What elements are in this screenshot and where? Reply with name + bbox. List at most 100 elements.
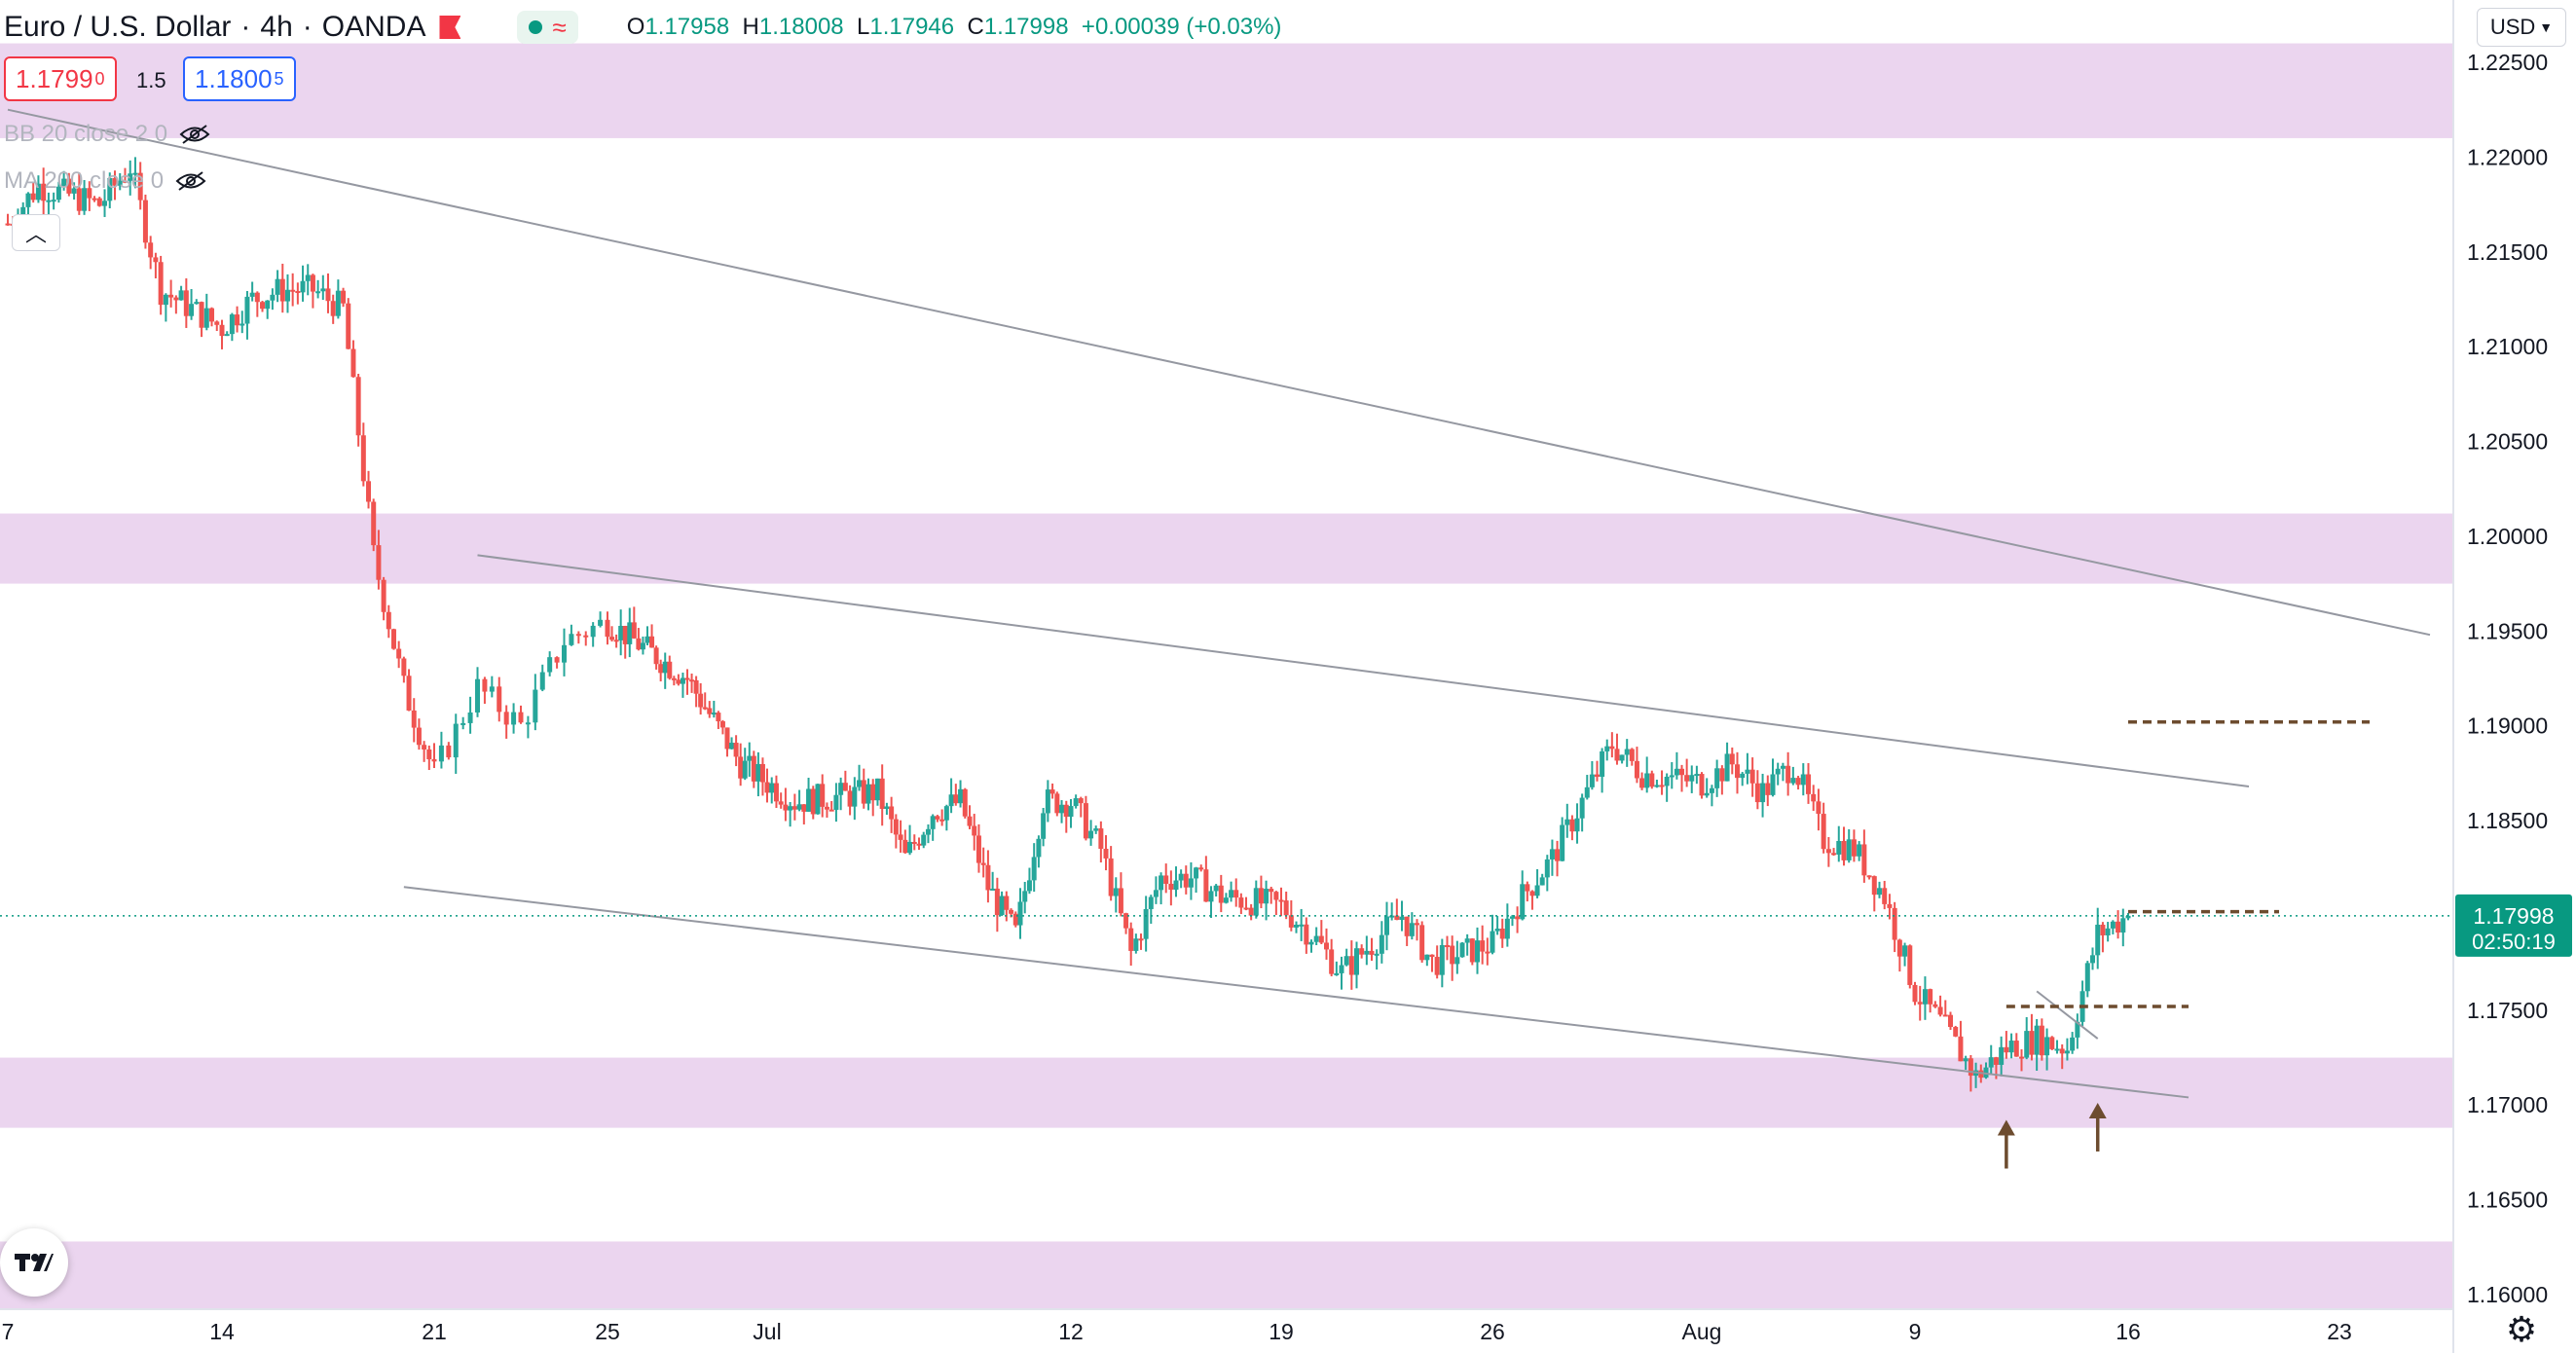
candle-body <box>1198 867 1204 870</box>
symbol-title[interactable]: Euro / U.S. Dollar <box>4 11 232 43</box>
candle-body <box>1334 972 1340 975</box>
y-tick-label: 1.19500 <box>2467 618 2548 643</box>
candle-body <box>66 178 72 194</box>
indicator-ma[interactable]: MA 200 close 0 <box>4 164 206 199</box>
candle-body <box>2064 1050 2070 1054</box>
candle-body <box>1049 789 1055 794</box>
candle-body <box>153 257 159 263</box>
candle-body <box>778 801 784 805</box>
candle-body <box>1912 984 1918 1003</box>
candle-body <box>702 707 708 710</box>
candle-body <box>438 745 444 762</box>
candle-body <box>1604 746 1610 751</box>
eye-hidden-icon[interactable] <box>175 170 206 192</box>
up-arrow-icon <box>1997 1119 2015 1169</box>
candle-body <box>224 334 230 337</box>
candle-body <box>1539 877 1545 886</box>
candle-body <box>1093 828 1099 831</box>
candle-body <box>838 783 844 795</box>
sell-price-button[interactable]: 1.1799 0 <box>4 56 117 101</box>
candle-body <box>1937 1006 1943 1015</box>
candle-body <box>1882 888 1888 904</box>
candle-body <box>569 634 574 645</box>
candle-body <box>1740 773 1746 779</box>
candle-body <box>729 743 735 750</box>
candle-body <box>335 290 341 316</box>
collapse-legend-button[interactable]: ︿ <box>12 214 60 251</box>
candle-body <box>2024 1031 2030 1058</box>
candle-body <box>1629 749 1635 761</box>
candle-body <box>315 291 321 294</box>
support-resistance-zone <box>0 43 2453 138</box>
candle-body <box>994 888 1000 916</box>
candle-body <box>431 759 437 762</box>
trendline <box>477 554 2250 788</box>
settings-gear-icon[interactable]: ⚙ <box>2505 1309 2538 1349</box>
candle-body <box>1464 938 1470 943</box>
candle-body <box>783 804 789 811</box>
y-tick-label: 1.17500 <box>2467 998 2548 1023</box>
candle-body <box>759 763 765 783</box>
candle-body <box>962 788 968 817</box>
bar-countdown-label: 02:50:19 <box>2472 930 2556 954</box>
candle-body <box>1218 885 1224 903</box>
candle-body <box>1689 775 1695 782</box>
candle-body <box>229 314 235 335</box>
candle-body <box>1709 787 1714 793</box>
candle-body <box>1354 948 1359 975</box>
candle-body <box>2116 921 2121 933</box>
candle-body <box>1928 989 1933 1005</box>
candle-body <box>1063 804 1069 818</box>
indicator-bb[interactable]: BB 20 close 2 0 <box>4 117 210 152</box>
candle-body <box>1194 867 1199 879</box>
candle-body <box>1364 950 1370 955</box>
candle-body <box>1243 907 1249 910</box>
candle-body <box>1143 908 1149 939</box>
candle-body <box>525 722 531 725</box>
candle-body <box>2070 1037 2076 1051</box>
candle-body <box>1278 899 1284 902</box>
candle-body <box>2095 924 2101 956</box>
candle-body <box>518 712 524 723</box>
candle-body <box>613 640 619 642</box>
candle-body <box>1846 839 1852 860</box>
candle-body <box>426 749 432 760</box>
candle-body <box>1525 884 1530 892</box>
candle-body <box>2013 1041 2019 1057</box>
candle-body <box>1795 778 1801 786</box>
candle-body <box>1294 924 1299 928</box>
candle-body <box>1770 774 1776 795</box>
candle-body <box>1569 819 1575 832</box>
candle-body <box>1978 1070 1984 1079</box>
candle-body <box>1329 949 1335 974</box>
tradingview-logo[interactable] <box>0 1228 68 1297</box>
candle-body <box>194 302 200 305</box>
candle-body <box>2008 1041 2014 1053</box>
candle-body <box>1078 798 1084 804</box>
candle-body <box>1917 1002 1923 1005</box>
candle-body <box>401 658 407 676</box>
candle-body <box>1253 888 1259 916</box>
candle-body <box>1684 775 1690 782</box>
eye-hidden-icon[interactable] <box>179 124 210 145</box>
candle-body <box>1993 1057 1999 1065</box>
y-tick-label: 1.16500 <box>2467 1188 2548 1213</box>
candle-body <box>1103 848 1109 859</box>
support-resistance-zone <box>0 513 2453 584</box>
ohlc-values: O1.17958 H1.18008 L1.17946 C1.17998 +0.0… <box>620 12 1288 43</box>
candle-body <box>598 619 604 626</box>
currency-selector[interactable]: USD ▼ <box>2477 8 2566 47</box>
candle-body <box>1871 876 1877 896</box>
candle-body <box>1450 945 1455 965</box>
market-status-badge[interactable]: ≈ <box>517 11 578 44</box>
candle-body <box>847 790 853 807</box>
candle-body <box>1374 953 1380 956</box>
candle-body <box>25 193 31 207</box>
candle-body <box>30 193 36 201</box>
candle-body <box>1534 885 1540 896</box>
flag-icon[interactable] <box>439 16 461 39</box>
candle-body <box>1932 1004 1938 1007</box>
buy-price-button[interactable]: 1.1800 5 <box>183 56 296 101</box>
interval-label[interactable]: 4h <box>260 11 293 43</box>
